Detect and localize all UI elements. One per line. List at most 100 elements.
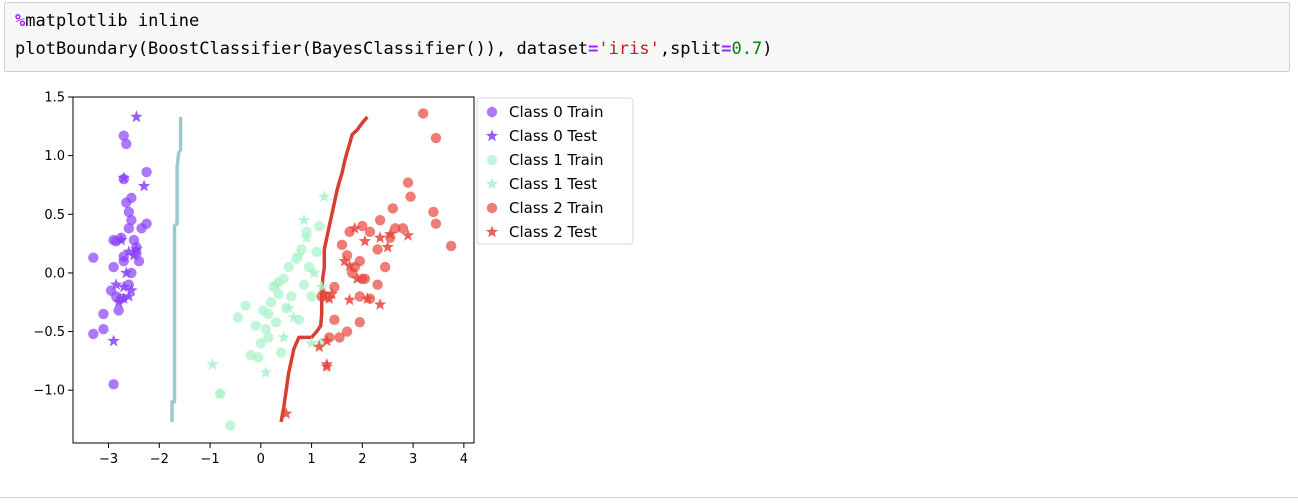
point-class1-test (206, 357, 219, 370)
x-tick-label: 0 (257, 452, 265, 467)
x-tick-label: 2 (358, 452, 366, 467)
point-class1-train (283, 261, 294, 273)
magic-prefix: % (15, 11, 26, 31)
point-class1-test (269, 278, 283, 290)
decision-boundary-1 (279, 115, 369, 423)
point-class2-test (373, 298, 387, 310)
point-class2-train (357, 220, 368, 232)
point-class0-test (117, 280, 130, 293)
point-class0-test (115, 233, 128, 246)
point-class1-train (298, 279, 310, 290)
point-class1-train (270, 316, 282, 328)
point-class1-train (306, 291, 317, 302)
point-class1-train (275, 347, 287, 358)
x-tick-label: 1 (307, 452, 315, 467)
point-class0-test (117, 292, 130, 304)
point-class2-test (320, 334, 333, 347)
legend-label: Class 1 Train (509, 151, 604, 169)
point-class2-test (343, 259, 356, 272)
point-class0-test (122, 289, 135, 302)
code-string: 'iris' (598, 39, 660, 59)
code-close: ) (762, 39, 773, 59)
point-class2-test (348, 221, 361, 234)
point-class2-test (320, 357, 333, 370)
x-tick-label: −2 (150, 452, 169, 467)
point-class0-train (98, 324, 109, 335)
cell-output: −3 −2 −1 0 1 2 3 4 −1.0 −0.5 0.0 0.5 1.0 1.5 Class 0 T… (0, 82, 1298, 502)
point-class0-train (121, 138, 132, 150)
point-class0-train (118, 130, 129, 141)
point-class0-test (107, 334, 120, 347)
point-class2-train (379, 261, 391, 273)
point-class2-train (334, 332, 345, 343)
point-class1-test (287, 311, 300, 323)
point-class1-test (277, 330, 290, 343)
point-class1-test (300, 231, 313, 243)
point-class2-test (343, 293, 356, 306)
point-class1-test (282, 301, 295, 314)
magic-command: matplotlib inline (25, 11, 200, 31)
point-class1-test (318, 190, 331, 202)
point-class1-train (255, 338, 267, 349)
point-class2-test (323, 292, 336, 304)
point-class0-test (127, 248, 141, 261)
point-class0-test (120, 266, 133, 279)
point-class1-train (286, 291, 297, 302)
y-tick-label: 0.5 (44, 208, 65, 223)
point-class2-train (385, 232, 396, 243)
point-class1-train (263, 332, 274, 343)
point-class0-train (88, 328, 99, 340)
point-class0-test (110, 278, 123, 290)
decision-boundary-0 (170, 116, 183, 422)
point-class2-train (428, 206, 439, 218)
code-line-2[interactable]: plotBoundary(BoostClassifier(BayesClassi… (15, 39, 772, 59)
code-line-1[interactable]: %matplotlib inline (15, 11, 199, 31)
point-class2-train (346, 267, 358, 279)
point-class2-train (354, 291, 365, 302)
point-class0-train (123, 223, 135, 234)
point-class2-test (280, 407, 293, 419)
point-class2-train (372, 244, 383, 255)
point-class1-train (260, 324, 272, 335)
code-equals: = (588, 39, 599, 59)
point-class2-train (341, 326, 353, 337)
y-tick-label: 0.0 (44, 266, 65, 281)
legend-marker (486, 154, 498, 166)
point-class1-test (214, 387, 227, 399)
point-class1-train (313, 220, 325, 232)
point-class2-test (381, 240, 394, 253)
point-class2-train (336, 239, 348, 250)
point-class2-train (405, 191, 416, 202)
point-class0-test (122, 245, 135, 258)
point-class1-test (307, 266, 321, 279)
legend-box (476, 97, 634, 245)
point-class0-train (113, 305, 124, 316)
point-class1-train (265, 297, 277, 308)
code-cell[interactable]: %matplotlib inline plotBoundary(BoostCla… (4, 2, 1290, 72)
point-class2-train (372, 279, 383, 290)
point-class2-test (361, 292, 374, 304)
point-class2-test (373, 231, 387, 243)
y-tick-label: −0.5 (33, 325, 65, 340)
point-class2-train (374, 214, 386, 226)
y-tick-label: −1.0 (33, 384, 65, 399)
point-class1-train (250, 320, 261, 331)
x-tick-label: −1 (200, 452, 219, 467)
point-class2-test (384, 227, 397, 240)
point-class1-train (225, 420, 236, 431)
point-class2-test (325, 287, 339, 300)
point-class2-train (387, 203, 398, 214)
legend-label: Class 1 Test (509, 175, 597, 193)
x-tick-label: 3 (409, 452, 417, 467)
legend-label: Class 0 Train (509, 103, 604, 121)
y-tick-label: 1.0 (44, 149, 65, 164)
point-class0-train (108, 261, 119, 273)
point-class2-train (364, 226, 376, 238)
point-class2-train (397, 223, 409, 234)
point-class1-test (305, 336, 318, 349)
point-class0-test (117, 171, 130, 184)
point-class1-test (315, 280, 328, 293)
point-class2-test (318, 287, 331, 300)
point-class2-test (401, 228, 415, 241)
point-class0-test (137, 179, 151, 192)
